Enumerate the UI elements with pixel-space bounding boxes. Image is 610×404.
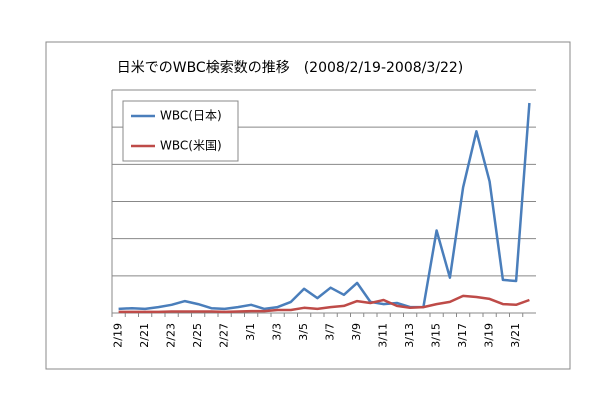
x-tick-label: 3/15 [430, 323, 443, 348]
x-tick-label: 3/19 [483, 323, 496, 348]
chart-title: 日米でのWBC検索数の推移 (2008/2/19-2008/3/22) [117, 59, 464, 76]
chart-frame [45, 41, 571, 370]
x-tick-label: 3/17 [456, 323, 469, 348]
x-tick-label: 3/11 [377, 323, 390, 348]
x-tick-label: 2/25 [191, 323, 204, 348]
x-tick-label: 3/5 [297, 323, 310, 341]
legend-label: WBC(日本) [160, 109, 222, 123]
line-series [118, 102, 531, 311]
x-tick-label: 3/9 [350, 323, 363, 341]
x-tick-label: 3/13 [403, 323, 416, 348]
x-tick-label: 2/27 [218, 323, 231, 348]
x-tick-label: 3/1 [244, 323, 257, 341]
x-tick-label: 2/23 [165, 323, 178, 348]
line-series [118, 294, 530, 314]
x-tick-label: 2/19 [112, 323, 125, 348]
x-tick-label: 2/21 [138, 323, 151, 348]
legend-box [122, 100, 239, 162]
x-tick-label: 3/21 [509, 323, 522, 348]
x-tick-label: 3/3 [271, 323, 284, 341]
x-tick-label: 3/7 [324, 323, 337, 341]
legend-label: WBC(米国) [160, 139, 222, 153]
